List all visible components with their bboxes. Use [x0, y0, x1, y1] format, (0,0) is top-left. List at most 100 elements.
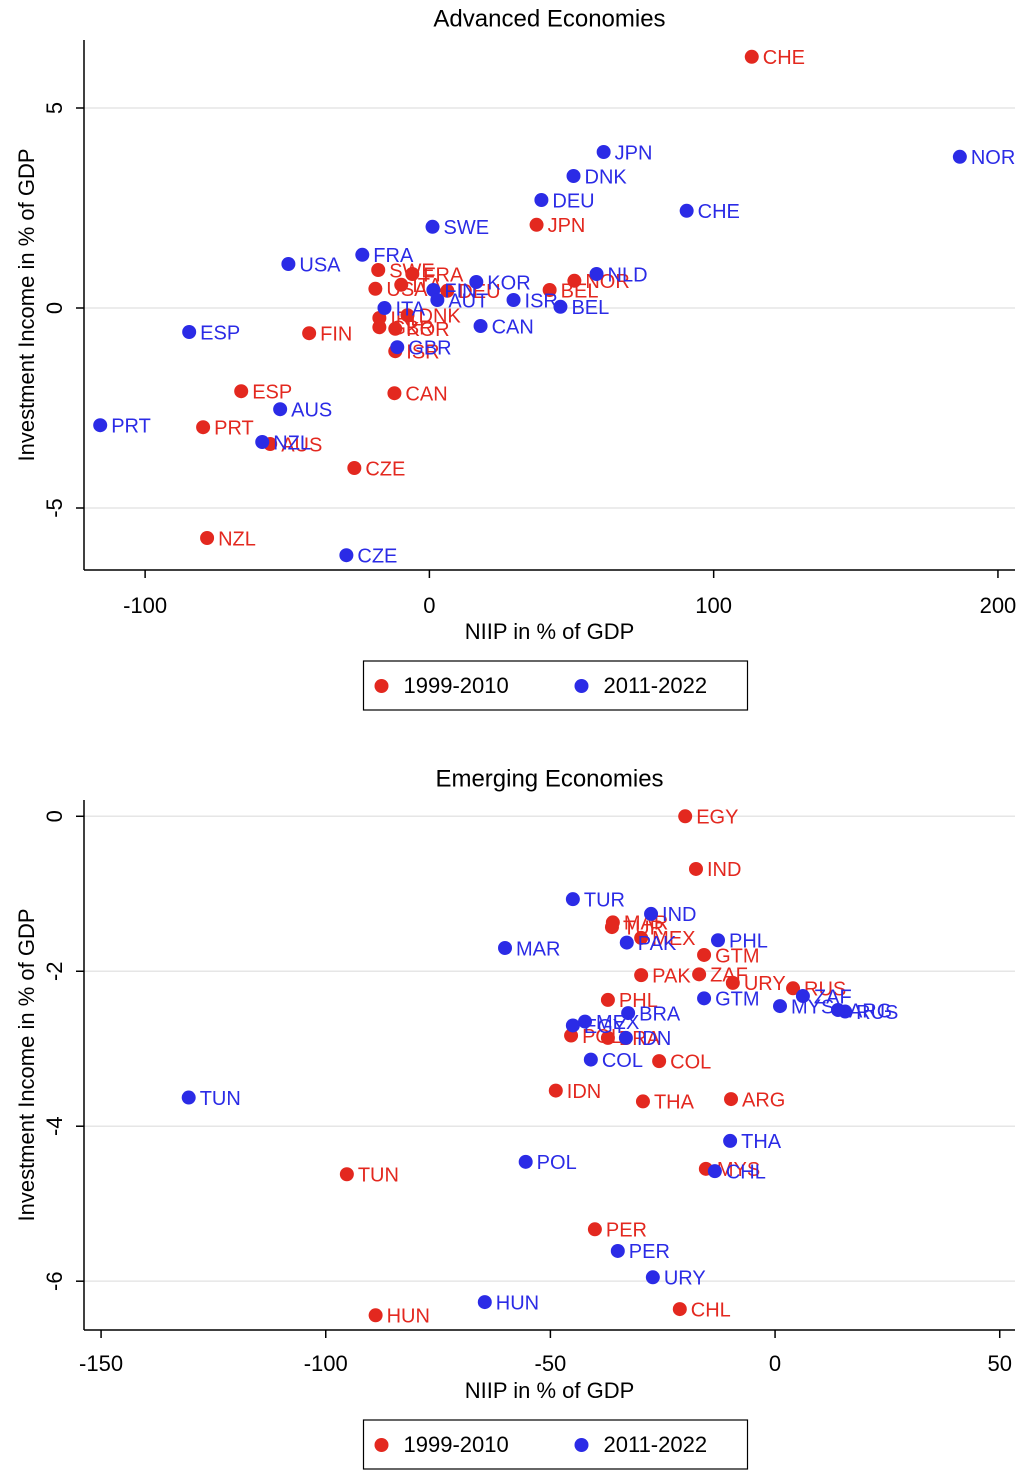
- point: [697, 991, 712, 1006]
- point: [600, 992, 615, 1007]
- point-label: GBR: [390, 317, 433, 339]
- point: [565, 1018, 580, 1033]
- point: [273, 402, 288, 417]
- x-axis-label: NIIP in % of GDP: [465, 1378, 635, 1403]
- point: [400, 308, 415, 323]
- point-label: URY: [664, 1268, 706, 1290]
- point: [394, 277, 409, 292]
- point-label: PRT: [214, 417, 254, 439]
- point: [952, 149, 967, 164]
- point: [347, 461, 362, 475]
- y-tick-label: -2: [42, 961, 67, 981]
- point-label: GTM: [715, 989, 759, 1011]
- point-label: ESP: [200, 322, 240, 344]
- point-label: BEL: [571, 297, 609, 319]
- point-label: ARG: [849, 1000, 892, 1022]
- point: [529, 217, 544, 232]
- point-label: KOR: [406, 319, 449, 341]
- point-label: MAR: [516, 938, 560, 960]
- point: [723, 1133, 738, 1148]
- point: [583, 1052, 598, 1067]
- point-label: USA: [299, 254, 341, 276]
- point: [600, 1030, 615, 1045]
- point-label: COL: [602, 1050, 643, 1072]
- point-label: IND: [662, 904, 696, 926]
- chart-title: Advanced Economies: [433, 5, 665, 32]
- point-label: FIN: [320, 323, 352, 345]
- point-label: HUN: [496, 1292, 539, 1314]
- point: [618, 1030, 633, 1045]
- point: [371, 263, 386, 277]
- x-tick-label: -100: [304, 1351, 348, 1376]
- legend-label: 1999-2010: [404, 1432, 509, 1457]
- point-label: CZE: [365, 458, 405, 480]
- point: [355, 247, 370, 262]
- point: [773, 999, 788, 1014]
- point-label: HUN: [387, 1306, 430, 1328]
- point: [567, 273, 582, 288]
- point-label: ZAF: [814, 986, 852, 1008]
- legend-label: 2011-2022: [604, 673, 708, 698]
- point: [372, 320, 387, 335]
- point-label: KOR: [487, 272, 530, 294]
- point-label: SWE: [444, 217, 490, 239]
- point-label: MYS: [717, 1159, 760, 1181]
- point: [566, 169, 581, 183]
- legend-marker: [574, 679, 589, 693]
- point: [634, 930, 649, 945]
- point: [425, 219, 440, 234]
- point: [339, 548, 354, 563]
- point-label: IDN: [567, 1081, 601, 1103]
- x-tick-label: 50: [987, 1351, 1011, 1376]
- chart-title: Emerging Economies: [435, 765, 663, 792]
- point-label: ESP: [252, 381, 292, 403]
- point-label: ITA: [395, 298, 425, 320]
- y-tick-label: 0: [42, 810, 67, 822]
- point-label: MAR: [624, 913, 668, 935]
- point-label: BRA: [639, 1003, 681, 1025]
- point: [577, 1014, 592, 1029]
- point: [368, 1308, 383, 1323]
- point-label: TUR: [623, 917, 664, 939]
- point-label: DEU: [458, 281, 500, 303]
- point-label: NLD: [608, 264, 648, 286]
- point: [553, 299, 568, 314]
- x-tick-label: -50: [535, 1351, 567, 1376]
- point: [377, 301, 392, 315]
- point-label: DNK: [585, 166, 628, 188]
- y-tick-label: -6: [42, 1271, 67, 1291]
- point-label: TUR: [584, 889, 625, 911]
- point-label: THA: [741, 1131, 782, 1153]
- point: [430, 293, 445, 307]
- point-label: CHE: [763, 47, 805, 69]
- point: [724, 1092, 739, 1107]
- point: [697, 947, 712, 962]
- point: [744, 49, 759, 64]
- point: [707, 1164, 722, 1179]
- point-label: GBR: [408, 337, 451, 359]
- point-label: CHE: [698, 201, 740, 223]
- point: [498, 940, 513, 955]
- point-label: PHL: [729, 931, 768, 953]
- point: [93, 418, 108, 433]
- point-label: ISR: [525, 290, 558, 312]
- point: [473, 319, 488, 333]
- point-label: JPN: [548, 215, 586, 237]
- point-label: COL: [670, 1051, 711, 1073]
- point-label: EGY: [696, 807, 738, 829]
- point: [710, 933, 725, 948]
- point: [181, 1090, 196, 1105]
- y-axis-label: Investment Income in % of GDP: [14, 148, 39, 461]
- point-label: DNK: [419, 305, 462, 327]
- point: [619, 935, 634, 950]
- x-tick-label: 100: [695, 593, 732, 618]
- point: [200, 531, 215, 545]
- x-axis-label: NIIP in % of GDP: [465, 619, 635, 644]
- point: [387, 386, 402, 401]
- point: [534, 193, 549, 207]
- point: [196, 420, 211, 435]
- point-label: RUS: [804, 979, 846, 1001]
- point: [672, 1302, 687, 1317]
- point: [469, 275, 484, 289]
